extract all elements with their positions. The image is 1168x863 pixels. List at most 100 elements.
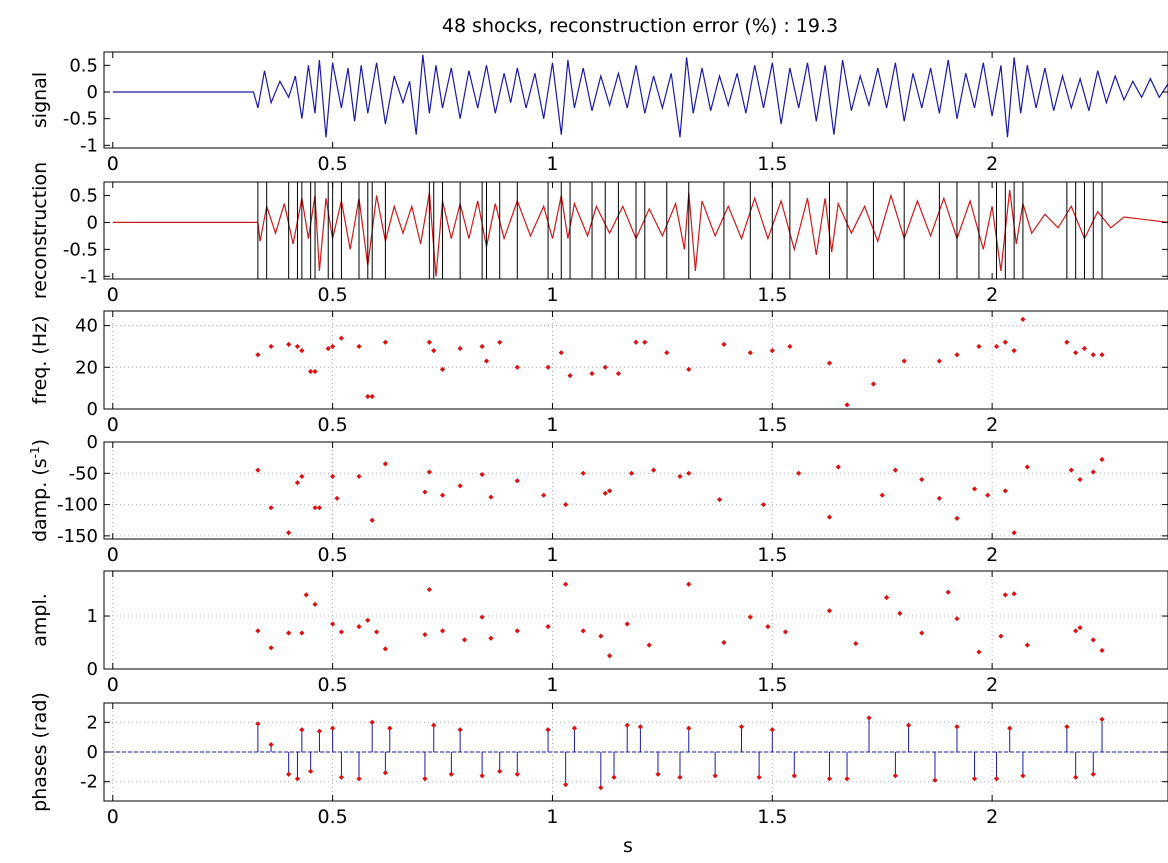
x-tick-label: 2 [986, 153, 998, 175]
damp-data-point [892, 467, 899, 473]
damp-data-point [334, 495, 340, 501]
phases-data-point [826, 776, 833, 782]
phases-data-point [655, 771, 661, 777]
phases-data-point [382, 770, 388, 776]
freq-data-point [664, 350, 670, 356]
x-axis-label: s [623, 835, 633, 857]
freq-data-point [1011, 348, 1017, 354]
damp-data-point [369, 517, 375, 523]
freq-data-point [1081, 345, 1088, 352]
freq-data-point [479, 343, 485, 350]
damp-data-point [607, 488, 613, 494]
y-tick-label: -150 [57, 526, 98, 547]
y-axis-label-signal: signal [29, 72, 51, 128]
ampl-data-point [1011, 591, 1017, 597]
damp-data-point [312, 505, 318, 511]
x-tick-label: 1 [546, 806, 558, 828]
damp-data-point [422, 489, 428, 495]
damp-data-point [299, 473, 305, 480]
y-axis-label-reconstruction: reconstruction [29, 162, 51, 299]
phases-data-point [255, 721, 261, 727]
ampl-data-point [897, 610, 903, 616]
phases-data-point [545, 727, 551, 733]
damp-data-point [954, 515, 960, 521]
y-tick-label: 20 [75, 357, 98, 378]
x-tick-label: 1.5 [757, 414, 787, 436]
ampl-data-point [919, 630, 925, 636]
y-tick-label: 0 [87, 742, 98, 763]
y-tick-label: -100 [57, 495, 98, 516]
phases-data-point [844, 776, 850, 782]
x-tick-label: 1.5 [757, 674, 787, 696]
ampl-data-point [853, 640, 859, 647]
phases-data-point [1090, 771, 1096, 777]
phases-data-point [422, 776, 428, 782]
axes-frame-damp [103, 441, 1168, 540]
freq-data-point [308, 368, 314, 375]
freq-data-point [514, 364, 520, 370]
ampl-data-point [954, 616, 960, 622]
damp-data-point [330, 473, 336, 480]
ampl-data-point [426, 586, 432, 593]
ampl-data-point [303, 592, 309, 598]
phases-data-point [356, 776, 362, 782]
freq-data-point [431, 348, 437, 354]
freq-data-point [642, 339, 648, 345]
x-tick-label: 0.5 [318, 674, 348, 696]
phases-data-point [892, 773, 899, 779]
damp-data-point [488, 494, 494, 500]
ampl-data-point [488, 635, 494, 641]
phases-data-point [1007, 725, 1013, 731]
damp-data-point [879, 492, 885, 498]
ampl-data-point [598, 633, 604, 639]
ampl-data-point [976, 649, 982, 655]
phases-data-point [1073, 774, 1079, 780]
phases-data-point [932, 777, 938, 783]
y-axis-label-phases: phases (rad) [29, 692, 51, 812]
ampl-data-point [1002, 592, 1008, 598]
x-tick-label: 0 [107, 674, 119, 696]
ampl-data-point [646, 642, 652, 648]
ampl-data-point [382, 646, 388, 652]
damp-data-point [268, 505, 274, 511]
damp-data-point [356, 473, 362, 480]
x-tick-label: 2 [986, 414, 998, 436]
damp-data-point [985, 492, 991, 498]
ampl-data-point [826, 608, 833, 614]
y-tick-label: -2 [80, 772, 98, 793]
phases-data-point [738, 724, 745, 730]
damp-data-point [796, 470, 802, 476]
chart-title: 48 shocks, reconstruction error (%) : 19… [442, 15, 838, 37]
phases-data-point [387, 725, 393, 731]
ampl-data-point [422, 631, 428, 638]
damp-data-point [1024, 464, 1030, 470]
y-tick-label: 0 [87, 82, 98, 103]
x-tick-label: 2 [986, 284, 998, 306]
y-axis-label-superscript: -1 [28, 446, 42, 458]
freq-data-point [589, 370, 595, 377]
x-tick-label: 1.5 [757, 544, 787, 566]
x-tick-label: 1 [546, 674, 558, 696]
phases-data-point [316, 728, 323, 734]
damp-data-point [919, 476, 925, 483]
y-tick-label: -0.5 [63, 109, 98, 130]
x-tick-label: 1 [546, 284, 558, 306]
x-tick-label: 0 [107, 153, 119, 175]
ampl-data-point [765, 624, 771, 630]
damp-data-point [514, 478, 520, 484]
ampl-data-point [1073, 628, 1079, 634]
panel-ampl: 0 0.5 1 1.5 2 0 1 ampl. [29, 570, 1168, 696]
phases-data-point [299, 727, 305, 733]
plot-area-reconstruction [112, 182, 1168, 279]
phases-data-point [1099, 716, 1105, 722]
panel-damp: 0 0.5 1 1.5 2 0 -50 -100 -150 damp. (s-1) [28, 432, 1168, 566]
damp-data-point [563, 501, 569, 508]
freq-data-point [870, 381, 877, 387]
damp-data-point [286, 530, 292, 536]
panel-phases: 0 0.5 1 1.5 2 2 0 -2 phases (rad) [29, 692, 1168, 828]
panel-signal: 0 0.5 1 1.5 2 0.5 0 -0.5 -1 signal [29, 51, 1168, 175]
damp-data-point [255, 467, 261, 473]
damp-data-point [826, 514, 833, 520]
ampl-data-point [338, 629, 345, 635]
y-tick-label: 0 [87, 659, 98, 680]
